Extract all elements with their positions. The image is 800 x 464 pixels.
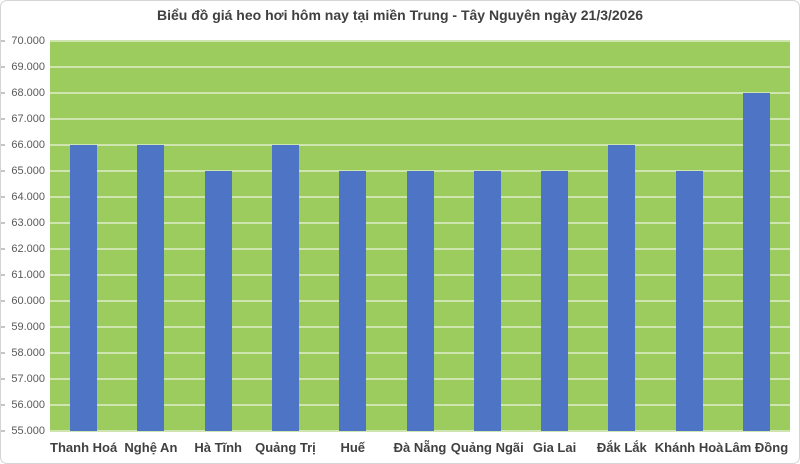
- y-axis-label: 61.000: [11, 269, 45, 281]
- y-axis-tick: [1, 66, 5, 68]
- x-axis-label: Quảng Ngãi: [450, 440, 524, 455]
- y-axis-label: 56.000: [11, 399, 45, 411]
- chart-title: Biểu đồ giá heo hơi hôm nay tại miền Tru…: [156, 7, 644, 23]
- y-axis-tick: [1, 222, 5, 224]
- y-axis-label: 58.000: [11, 347, 45, 359]
- gridline: [50, 92, 790, 94]
- y-axis-tick: [1, 274, 5, 276]
- x-axis-label: Thanh Hoá: [50, 440, 118, 455]
- gridline: [50, 118, 790, 120]
- y-axis-label: 64.000: [11, 191, 45, 203]
- plot-area: [50, 40, 790, 432]
- bar: [675, 171, 703, 431]
- gridline: [50, 40, 790, 42]
- y-axis-label: 63.000: [11, 217, 45, 229]
- gridline: [50, 66, 790, 68]
- y-axis-tick: [1, 248, 5, 250]
- y-axis-tick: [1, 92, 5, 94]
- y-axis-tick: [1, 196, 5, 198]
- y-axis-tick: [1, 40, 5, 42]
- bar: [608, 145, 636, 431]
- y-axis-label: 57.000: [11, 373, 45, 385]
- bar: [70, 145, 98, 431]
- y-axis-label: 65.000: [11, 165, 45, 177]
- bar: [473, 171, 501, 431]
- y-axis-tick: [1, 300, 5, 302]
- y-axis-tick: [1, 430, 5, 432]
- bar: [339, 171, 367, 431]
- bar: [137, 145, 165, 431]
- y-axis-tick: [1, 378, 5, 380]
- x-axis-label: Nghệ An: [124, 440, 178, 455]
- y-axis-label: 70.000: [11, 35, 45, 47]
- y-axis-label: 60.000: [11, 295, 45, 307]
- y-axis-label: 67.000: [11, 113, 45, 125]
- x-axis-label: Đà Nẵng: [393, 440, 447, 455]
- y-axis-label: 62.000: [11, 243, 45, 255]
- bar: [271, 145, 299, 431]
- y-axis-tick: [1, 144, 5, 146]
- gridline: [50, 144, 790, 146]
- x-axis-label: Hà Tĩnh: [194, 440, 243, 455]
- y-axis-tick: [1, 170, 5, 172]
- y-axis-label: 59.000: [11, 321, 45, 333]
- bar: [541, 171, 569, 431]
- x-axis-label: Huế: [340, 440, 365, 455]
- y-axis-tick: [1, 404, 5, 406]
- y-axis-label: 66.000: [11, 139, 45, 151]
- y-axis-tick: [1, 352, 5, 354]
- x-axis-label: Khánh Hoà: [654, 440, 724, 455]
- x-axis-label: Quảng Trị: [255, 440, 316, 455]
- y-axis-label: 69.000: [11, 61, 45, 73]
- gridline: [50, 430, 790, 432]
- x-axis-label: Gia Lai: [532, 440, 577, 455]
- y-axis-tick: [1, 118, 5, 120]
- y-axis-label: 55.000: [11, 425, 45, 437]
- x-axis-label: Lâm Đồng: [724, 440, 789, 455]
- y-axis-label: 68.000: [11, 87, 45, 99]
- y-axis-tick: [1, 326, 5, 328]
- x-axis-label: Đắk Lắk: [596, 440, 647, 455]
- bar: [406, 171, 434, 431]
- bar: [742, 93, 770, 431]
- bar: [204, 171, 232, 431]
